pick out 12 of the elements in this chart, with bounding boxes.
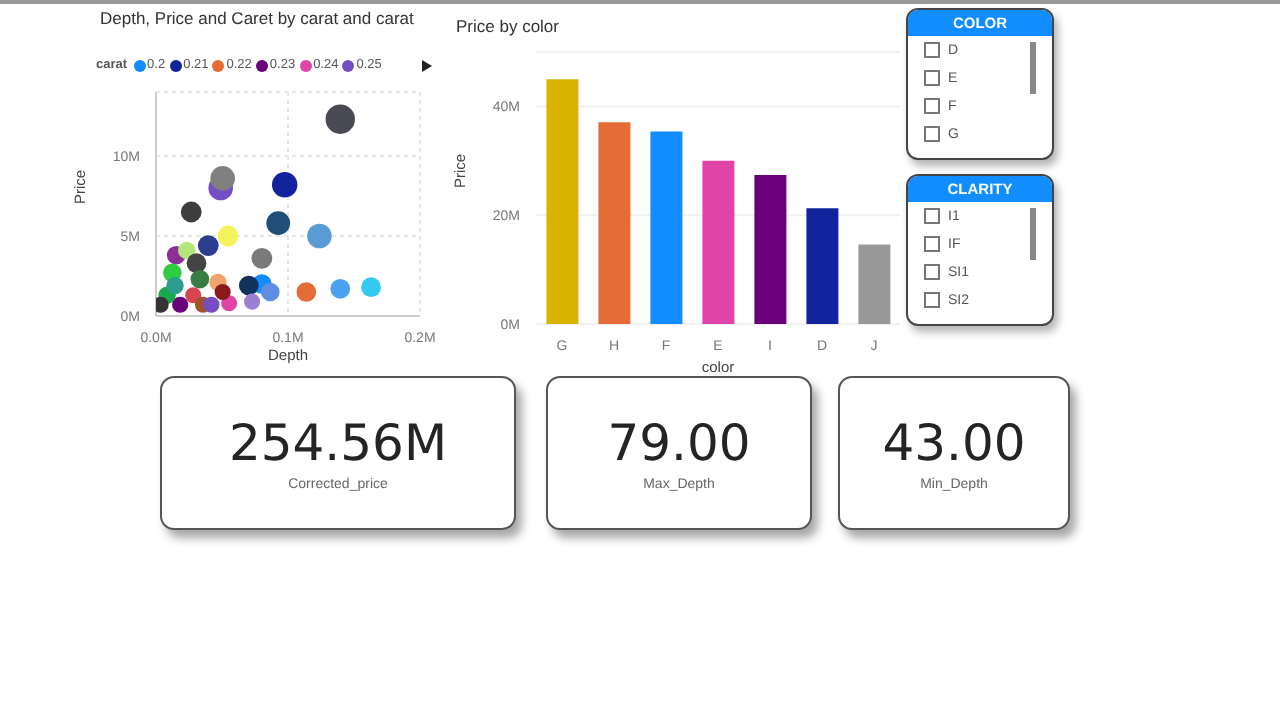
bar (754, 174, 787, 324)
bar (650, 131, 683, 324)
text: 43.00 (882, 414, 1026, 474)
bar (598, 122, 631, 324)
chart-title: Price by color (456, 16, 559, 36)
bar (858, 244, 891, 324)
bar (806, 208, 839, 324)
chart-title: Depth, Price and Caret by carat and carat (100, 8, 416, 28)
bar (702, 160, 735, 324)
bar (546, 79, 579, 324)
text: 254.56M (228, 414, 448, 474)
text: 79.00 (607, 414, 751, 474)
